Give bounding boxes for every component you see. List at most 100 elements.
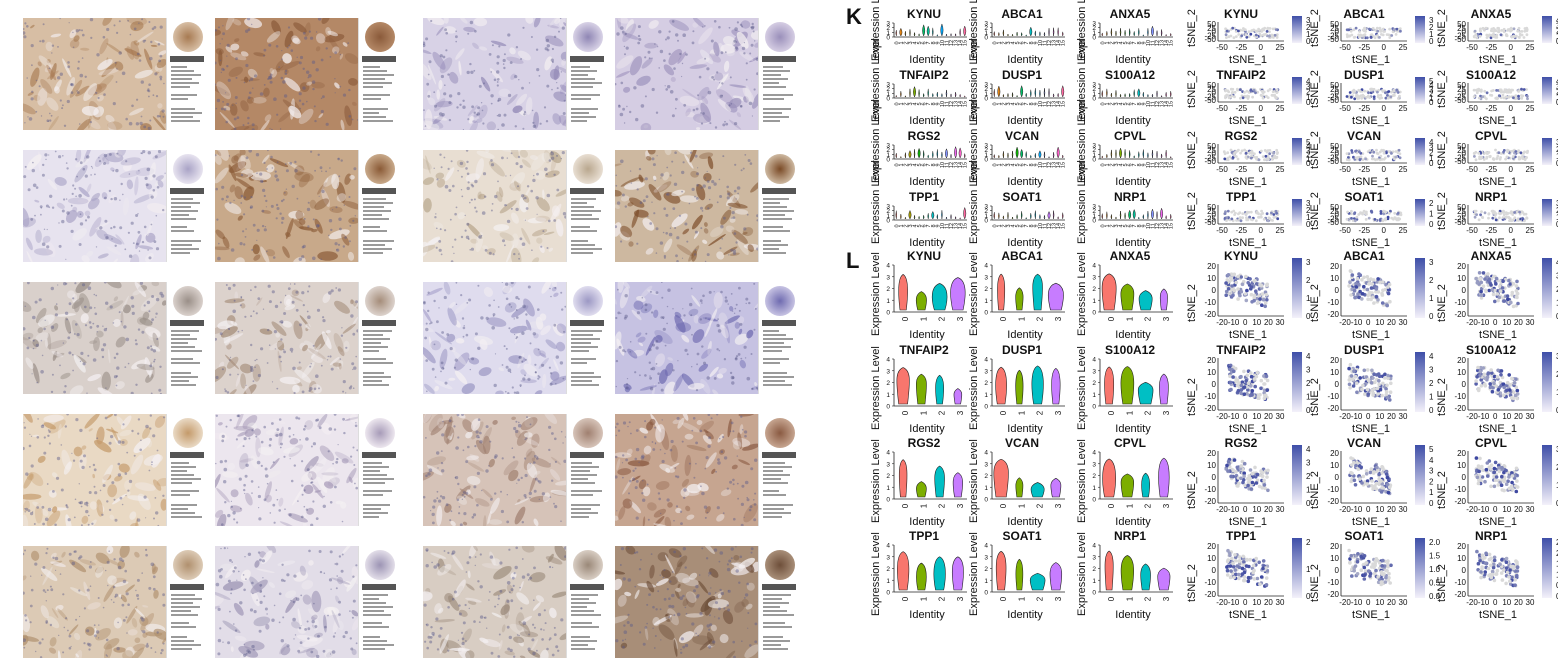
violin-title: ABCA1 bbox=[1001, 249, 1043, 263]
tsne-point bbox=[1491, 390, 1495, 394]
colorbar-tick: 4 bbox=[1429, 456, 1434, 465]
tsne-y-axis-label: tSNE_2 bbox=[1309, 378, 1321, 416]
tsne-y-axis-label: tSNE_2 bbox=[1186, 284, 1198, 322]
tsne-y-tick: 20 bbox=[1207, 356, 1216, 365]
tsne-x-tick: 30 bbox=[1399, 505, 1408, 514]
tsne-point bbox=[1265, 293, 1269, 297]
tsne-x-tick: -25 bbox=[1486, 165, 1498, 174]
tsne-point bbox=[1224, 212, 1227, 215]
tsne-point bbox=[1515, 490, 1519, 494]
violin-y-tick: 3 bbox=[886, 143, 890, 150]
tsne-y-tick: 0 bbox=[1212, 473, 1217, 482]
tsne-point bbox=[1226, 569, 1230, 573]
tsne-point bbox=[1262, 479, 1266, 483]
tsne-point bbox=[1384, 210, 1387, 213]
tsne-point bbox=[1377, 372, 1381, 376]
tsne-x-tick: -50 bbox=[1466, 165, 1478, 174]
tsne-point bbox=[1477, 389, 1481, 393]
tsne-colorbar bbox=[1292, 538, 1302, 598]
tsne-point bbox=[1368, 28, 1371, 31]
tsne-point bbox=[1523, 219, 1526, 222]
tsne-point bbox=[1266, 388, 1270, 392]
violin-x-tick: 2 bbox=[938, 503, 947, 508]
tsne-x-tick: 30 bbox=[1526, 598, 1535, 607]
violin-shape bbox=[1030, 90, 1031, 97]
violin-shape bbox=[932, 28, 933, 36]
tsne-point bbox=[1271, 94, 1274, 97]
tsne-point bbox=[1353, 89, 1356, 92]
violin-shape bbox=[1031, 482, 1044, 497]
colorbar-tick: 4 bbox=[1429, 352, 1434, 361]
violin-shape bbox=[1121, 474, 1134, 497]
tsne-point bbox=[1246, 388, 1250, 392]
violin-y-tick: 2 bbox=[886, 473, 890, 480]
tsne-point bbox=[1264, 301, 1268, 305]
tsne-x-tick: 10 bbox=[1252, 412, 1261, 421]
tsne-x-tick: 20 bbox=[1514, 412, 1523, 421]
tsne-point bbox=[1364, 33, 1367, 36]
tsne-point bbox=[1251, 481, 1255, 485]
tsne-point bbox=[1489, 485, 1493, 489]
tsne-point bbox=[1231, 91, 1234, 94]
violin-shape bbox=[1026, 35, 1027, 36]
violin-title: VCAN bbox=[1005, 129, 1039, 143]
violin-y-tick: 2 bbox=[984, 566, 988, 573]
tsne-y-tick: -10 bbox=[1327, 298, 1339, 307]
tsne-point bbox=[1354, 564, 1358, 568]
tsne-x-tick: 20 bbox=[1514, 505, 1523, 514]
tsne-x-tick: 30 bbox=[1399, 598, 1408, 607]
violin-y-tick: 4 bbox=[886, 543, 890, 550]
violin-y-tick: 3 bbox=[984, 21, 988, 28]
violin-y-tick: 2 bbox=[1092, 473, 1096, 480]
tsne-point bbox=[1260, 575, 1264, 579]
tsne-point bbox=[1515, 150, 1518, 153]
tsne-point bbox=[1498, 216, 1501, 219]
tsne-point bbox=[1359, 158, 1362, 161]
tsne-point bbox=[1249, 371, 1253, 375]
tsne-point bbox=[1364, 158, 1367, 161]
tsne-point bbox=[1265, 283, 1269, 287]
violin-y-tick: 1 bbox=[984, 485, 988, 492]
tsne-point bbox=[1380, 33, 1383, 36]
tsne-point bbox=[1229, 564, 1233, 568]
tsne-point bbox=[1488, 278, 1492, 282]
tsne-point bbox=[1239, 477, 1243, 481]
tsne-y-axis-label: tSNE_2 bbox=[1436, 70, 1448, 108]
tsne-x-tick: 10 bbox=[1502, 318, 1511, 327]
tsne-y-tick: -20 bbox=[1327, 404, 1339, 413]
tsne-point bbox=[1250, 293, 1254, 297]
tissue-core-thumbnail bbox=[573, 286, 603, 316]
violin-y-tick: 1 bbox=[886, 485, 890, 492]
tsne-point bbox=[1502, 94, 1505, 97]
tsne-point bbox=[1257, 561, 1261, 565]
tsne-colorbar bbox=[1292, 258, 1302, 318]
tsne-point bbox=[1375, 295, 1379, 299]
tsne-point bbox=[1231, 27, 1234, 30]
violin-y-axis-label: Expression Level bbox=[968, 160, 980, 244]
tsne-x-tick: 0 bbox=[1508, 104, 1513, 113]
tsne-point bbox=[1474, 151, 1477, 154]
tsne-point bbox=[1516, 389, 1520, 393]
violin-shape bbox=[1166, 92, 1167, 97]
tsne-point bbox=[1263, 397, 1267, 401]
violin-shape bbox=[1105, 551, 1113, 590]
violin-shape bbox=[1120, 211, 1121, 219]
tsne-x-tick: 25 bbox=[1276, 104, 1285, 113]
tsne-point bbox=[1227, 210, 1230, 213]
tsne-point bbox=[1494, 282, 1498, 286]
tsne-point bbox=[1351, 273, 1355, 277]
tsne-point bbox=[1380, 292, 1384, 296]
tsne-point bbox=[1253, 152, 1256, 155]
tsne-point bbox=[1505, 560, 1509, 564]
tsne-point bbox=[1515, 397, 1519, 401]
tsne-point bbox=[1366, 388, 1370, 392]
tsne-y-tick: -50 bbox=[1204, 218, 1216, 227]
tsne-point bbox=[1259, 469, 1263, 473]
violin-y-axis-label: Expression Level bbox=[1076, 160, 1088, 244]
tissue-core-thumbnail bbox=[173, 154, 203, 184]
tsne-point bbox=[1526, 97, 1529, 100]
tsne-point bbox=[1388, 485, 1392, 489]
